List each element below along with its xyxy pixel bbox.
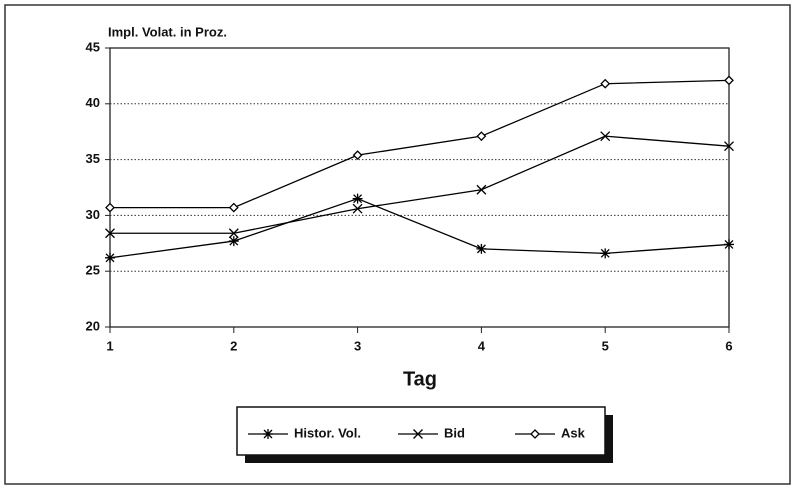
marker bbox=[228, 228, 239, 239]
marker bbox=[476, 131, 487, 142]
legend-marker bbox=[263, 429, 273, 439]
x-tick-label: 5 bbox=[602, 338, 609, 353]
marker bbox=[600, 78, 611, 89]
x-axis-label: Tag bbox=[403, 368, 437, 390]
plot-frame bbox=[109, 47, 730, 328]
y-tick-label: 35 bbox=[86, 151, 100, 166]
marker bbox=[228, 236, 239, 247]
legend-marker bbox=[413, 429, 423, 439]
legend-label: Bid bbox=[444, 425, 465, 440]
legend-marker bbox=[530, 429, 540, 439]
series-line bbox=[110, 79, 730, 209]
marker bbox=[105, 228, 115, 239]
marker bbox=[600, 248, 611, 259]
x-tick-label: 1 bbox=[106, 338, 113, 353]
legend-label: Histor. Vol. bbox=[294, 425, 361, 440]
y-tick-label: 40 bbox=[86, 95, 100, 110]
marker bbox=[476, 184, 487, 195]
marker bbox=[228, 202, 239, 213]
y-tick-label: 45 bbox=[86, 39, 100, 54]
marker bbox=[352, 203, 363, 214]
x-tick-label: 3 bbox=[354, 338, 361, 353]
series-line bbox=[110, 135, 730, 234]
x-tick-label: 2 bbox=[230, 338, 237, 353]
y-tick-label: 20 bbox=[86, 318, 100, 333]
series-line bbox=[109, 197, 730, 259]
x-tick-label: 4 bbox=[478, 338, 486, 353]
marker bbox=[352, 193, 363, 204]
marker bbox=[724, 141, 734, 152]
frame bbox=[4, 4, 791, 485]
marker bbox=[352, 150, 363, 161]
marker bbox=[600, 131, 611, 142]
marker bbox=[724, 75, 734, 86]
legend-label: Ask bbox=[561, 425, 586, 440]
marker bbox=[105, 202, 115, 213]
marker bbox=[476, 243, 487, 254]
y-axis-label: Impl. Volat. in Proz. bbox=[108, 24, 227, 39]
marker bbox=[105, 252, 115, 263]
marker bbox=[724, 239, 734, 250]
y-tick-label: 30 bbox=[86, 207, 100, 222]
x-tick-label: 6 bbox=[725, 338, 732, 353]
y-tick-label: 25 bbox=[86, 263, 100, 278]
